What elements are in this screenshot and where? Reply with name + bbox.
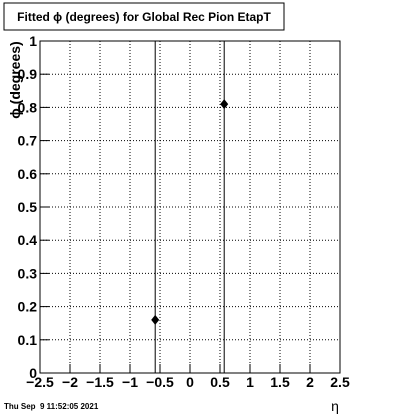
y-tick-label: 0.1 [18,332,38,348]
x-tick-label: 2 [306,374,314,390]
y-tick-label: 0.9 [18,66,38,82]
title-box [3,2,285,31]
timestamp: Thu Sep 9 11:52:05 2021 [4,402,99,411]
y-tick-label: 0.3 [18,265,38,281]
y-tick-label: 0 [29,365,37,381]
y-tick-label: 0.7 [18,133,38,149]
x-tick-label: 2.5 [330,374,350,390]
x-tick-label: 1 [246,374,254,390]
y-tick-label: 0.6 [18,166,38,182]
y-tick-label: 0.2 [18,299,38,315]
data-point [220,99,229,110]
x-tick-label: −1.5 [86,374,114,390]
x-tick-label: 0.5 [210,374,230,390]
data-point [151,314,160,325]
x-tick-label: −0.5 [146,374,174,390]
x-tick-label: 0 [186,374,194,390]
x-tick-label: 1.5 [270,374,290,390]
chart-title: Fitted ϕ (degrees) for Global Rec Pion E… [17,10,271,24]
y-axis-label: ϕ (degrees) [7,41,23,118]
x-axis-label: η [331,398,339,414]
x-tick-label: −2.5 [26,374,54,390]
x-tick-label: −1 [122,374,138,390]
y-tick-label: 0.5 [18,199,38,215]
y-tick-label: 0.8 [18,99,38,115]
x-tick-label: −2 [62,374,78,390]
y-tick-label: 1 [29,33,37,49]
y-tick-label: 0.4 [18,232,38,248]
